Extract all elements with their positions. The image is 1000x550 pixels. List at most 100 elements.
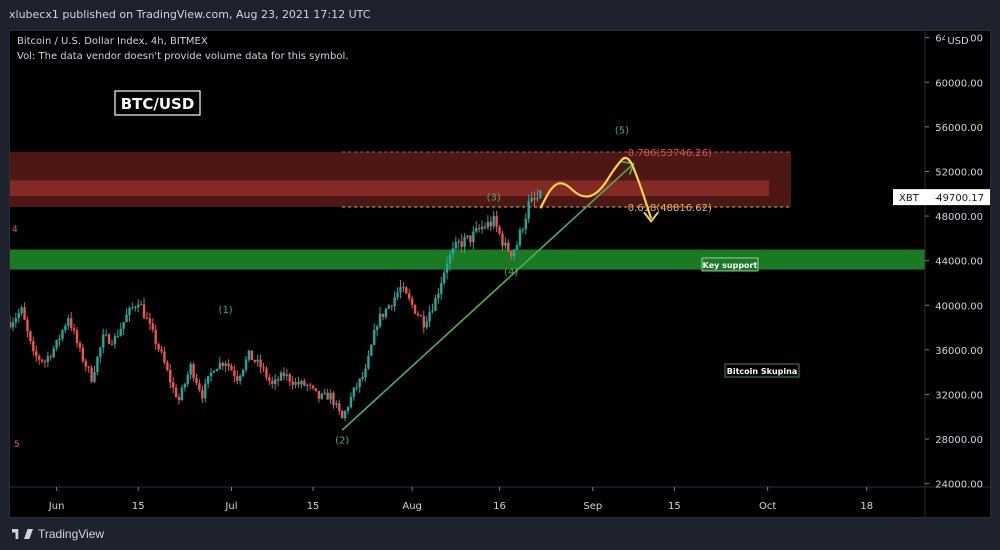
bitcoin-skupina-box <box>724 363 800 378</box>
candle-body <box>440 283 443 294</box>
candle-body <box>192 364 195 379</box>
resistance-zone-inner <box>10 180 769 197</box>
key-support-label-box <box>701 257 759 272</box>
candle-body <box>370 344 373 356</box>
tradingview-logo-icon <box>12 529 19 539</box>
candle-body <box>17 313 20 319</box>
x-tick-label: Oct <box>759 501 776 512</box>
candle-body <box>413 304 417 314</box>
candle-body <box>349 396 353 408</box>
candle-body <box>209 372 213 377</box>
publish-info: xlubecx1 published on TradingView.com, A… <box>9 8 371 21</box>
tradingview-brand-text: TradingView <box>38 527 105 541</box>
candle-body <box>501 233 504 246</box>
candle-body <box>49 356 52 358</box>
candle-body <box>107 334 111 344</box>
candle-body <box>378 313 382 327</box>
candle-body <box>151 323 154 330</box>
candle-body <box>259 359 262 368</box>
candle-body <box>104 334 108 336</box>
candle-body <box>183 383 187 388</box>
candle-body <box>408 293 411 299</box>
candle-body <box>169 370 172 383</box>
x-tick-label: Jul <box>224 501 237 512</box>
candle-body <box>510 251 513 257</box>
candle-body <box>425 321 428 328</box>
candle-body <box>241 369 245 376</box>
candle-body <box>434 298 437 311</box>
candle-body <box>236 376 239 382</box>
candle-body <box>215 369 219 372</box>
candle-body <box>387 305 391 309</box>
bitcoin-skupina-label: Bitcoin Skupina <box>727 367 797 376</box>
tradingview-logo[interactable]: TradingView <box>12 527 104 541</box>
candle-body <box>460 241 463 247</box>
currency-badge <box>945 34 971 48</box>
candle-body <box>46 356 50 362</box>
candle-body <box>489 221 493 227</box>
candle-body <box>402 287 405 289</box>
current-price-badge <box>893 189 990 206</box>
candle-body <box>469 235 472 243</box>
candle-body <box>384 308 388 317</box>
candle-body <box>533 197 536 200</box>
candle-body <box>352 387 356 397</box>
candle-body <box>148 318 152 324</box>
candle-body <box>224 363 227 366</box>
pair-box-label: BTC/USD <box>121 95 195 113</box>
candle-body <box>93 372 96 382</box>
candle-body <box>340 410 344 419</box>
candle-body <box>40 359 44 362</box>
candle-body <box>268 377 271 381</box>
candle-body <box>419 315 423 317</box>
wave-label-5: (5) <box>615 126 629 137</box>
candle-body <box>256 359 259 362</box>
candle-body <box>477 228 481 230</box>
candle-body <box>10 321 12 328</box>
candle-body <box>253 360 256 362</box>
candle-body <box>166 362 169 371</box>
symbol-legend: Bitcoin / U.S. Dollar Index, 4h, BITMEX <box>17 36 208 47</box>
candle-body <box>204 383 207 399</box>
candle-body <box>37 356 41 360</box>
candle-body <box>26 319 29 332</box>
candle-body <box>239 375 242 382</box>
fib-786-label: 0.786(53746.26) <box>628 148 712 159</box>
candle-body <box>355 387 358 389</box>
candle-body <box>58 338 61 341</box>
candle-body <box>75 330 79 344</box>
candle-body <box>539 190 542 198</box>
candle-body <box>297 382 300 385</box>
candle-body <box>405 287 408 294</box>
candle-body <box>78 343 82 348</box>
y-tick-label: 28000.00 <box>935 435 983 446</box>
candle-body <box>206 376 210 384</box>
x-tick-label: 15 <box>307 501 320 512</box>
x-tick-label: 15 <box>668 501 681 512</box>
candle-body <box>244 359 248 370</box>
candle-body <box>521 229 525 231</box>
left-marker-4: 4 <box>12 225 18 235</box>
candle-body <box>271 380 274 385</box>
candle-body <box>116 335 120 337</box>
candle-body <box>35 351 38 357</box>
candle-body <box>335 403 338 405</box>
volume-legend: Vol: The data vendor doesn't provide vol… <box>17 51 348 62</box>
candle-body <box>314 388 318 391</box>
projection-path <box>539 156 653 219</box>
x-tick-label: Aug <box>402 501 422 512</box>
candle-body <box>110 343 114 345</box>
footer-bar: TradingView <box>0 518 1000 550</box>
y-tick-label: 40000.00 <box>935 301 983 312</box>
candle-body <box>212 371 216 373</box>
x-tick-label: 15 <box>132 501 145 512</box>
candle-body <box>285 374 289 376</box>
candle-body <box>23 307 26 320</box>
candle-body <box>358 378 361 388</box>
candle-body <box>250 350 254 361</box>
candle-body <box>265 368 268 378</box>
candle-body <box>451 248 455 255</box>
candle-body <box>515 245 519 250</box>
candle-body <box>367 355 370 369</box>
